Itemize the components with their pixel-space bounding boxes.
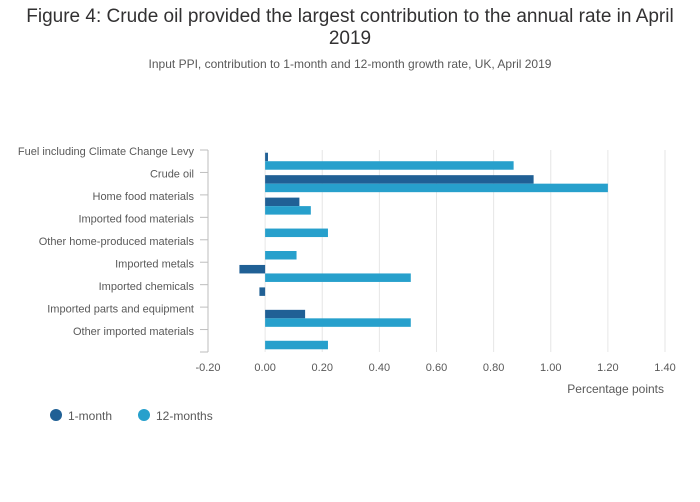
x-tick-label: 0.00: [254, 362, 275, 374]
legend: 1-month 12-months: [50, 409, 213, 423]
bar-1-month: [265, 175, 534, 184]
x-axis-label: Percentage points: [567, 382, 664, 396]
bar-1-month: [265, 197, 300, 207]
x-tick-label: 0.40: [369, 362, 390, 374]
category-label: Imported parts and equipment: [47, 303, 194, 315]
category-label: Home food materials: [93, 191, 195, 203]
legend-swatch: [138, 409, 150, 421]
category-label: Imported food materials: [78, 214, 194, 226]
bar-12-months: [265, 183, 608, 193]
category-label: Imported metals: [115, 258, 194, 270]
bar-12-months: [265, 340, 328, 350]
legend-label: 1-month: [68, 409, 112, 423]
x-tick-label: 0.80: [483, 362, 504, 374]
x-tick-label: 1.20: [597, 362, 618, 374]
category-label: Other home-produced materials: [39, 236, 195, 248]
x-tick-label: 1.40: [654, 362, 675, 374]
bar-12-months: [265, 273, 411, 282]
chart-title: Figure 4: Crude oil provided the largest…: [26, 6, 674, 49]
x-tick-label: 0.60: [426, 362, 447, 374]
x-axis-ticks: -0.20 0.00 0.20 0.40 0.60 0.80 1.00 1.20 1.40: [195, 362, 675, 374]
bar-12-months: [265, 228, 328, 238]
category-label: Imported chemicals: [99, 281, 195, 293]
x-tick-label: -0.20: [195, 362, 220, 374]
category-label: Crude oil: [150, 169, 194, 181]
bar-1-month: [265, 309, 306, 319]
bars: [239, 152, 608, 350]
x-tick-label: 0.20: [312, 362, 333, 374]
legend-label: 12-months: [156, 409, 213, 423]
bar-12-months: [265, 206, 311, 215]
category-labels: Fuel including Climate Change Levy Crude …: [18, 146, 195, 338]
x-tick-label: 1.00: [540, 362, 561, 374]
bar-12-months: [265, 161, 514, 170]
bar-12-months: [265, 318, 411, 327]
bar-1-month: [259, 287, 266, 296]
category-label: Fuel including Climate Change Levy: [18, 146, 195, 158]
chart-subtitle: Input PPI, contribution to 1-month and 1…: [148, 57, 552, 71]
category-label: Other imported materials: [73, 326, 195, 338]
bar-1-month: [265, 152, 268, 162]
bar-12-months: [265, 251, 297, 260]
bar-1-month: [239, 264, 266, 274]
legend-swatch: [50, 409, 62, 421]
